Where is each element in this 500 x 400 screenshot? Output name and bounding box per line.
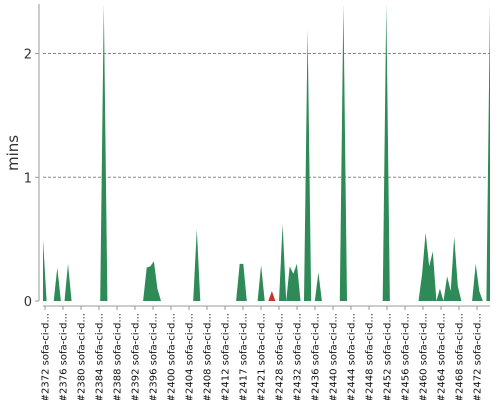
x-tick-label: #2432 sofa-ci-d... <box>293 313 304 400</box>
x-tick-label: #2417 sofa-ci-d... <box>239 313 250 400</box>
y-tick-label: 0 <box>24 295 32 310</box>
area-spike <box>64 263 72 301</box>
x-tick-label: #2448 sofa-ci-d... <box>365 313 376 400</box>
x-tick-label: #2400 sofa-ci-d... <box>167 313 178 400</box>
gridlines <box>43 53 490 178</box>
x-tick-label: #2380 sofa-ci-d... <box>77 313 88 400</box>
area-spike <box>418 232 437 301</box>
x-axis-ticks: #2372 sofa-ci-d... #2376 sofa-ci-d... #238… <box>41 306 484 400</box>
x-tick-label: #2440 sofa-ci-d... <box>329 313 340 400</box>
x-tick-label: #2412 sofa-ci-d... <box>221 313 232 400</box>
area-spike <box>486 4 490 301</box>
area-spike <box>257 265 265 301</box>
area-spike <box>339 4 347 301</box>
area-spike <box>279 224 287 301</box>
area-spike <box>472 263 483 301</box>
area-spike <box>236 263 247 301</box>
area-spike <box>43 239 47 301</box>
x-tick-label: #2472 sofa-ci-d... <box>473 313 484 400</box>
area-spike <box>382 4 390 301</box>
x-tick-label: #2436 sofa-ci-d... <box>311 313 322 400</box>
y-tick-label: 1 <box>24 171 32 186</box>
y-axis-ticks: 0 1 2 <box>24 48 39 310</box>
x-tick-label: #2444 sofa-ci-d... <box>347 313 358 400</box>
x-tick-label: #2460 sofa-ci-d... <box>419 313 430 400</box>
area-spike <box>143 261 161 301</box>
x-tick-label: #2376 sofa-ci-d... <box>59 313 70 400</box>
x-tick-label: #2468 sofa-ci-d... <box>455 313 466 400</box>
x-tick-label: #2421 sofa-ci-d... <box>257 313 268 400</box>
area-spike <box>193 229 201 301</box>
x-tick-label: #2388 sofa-ci-d... <box>113 313 124 400</box>
plot-area <box>43 4 490 302</box>
x-tick-label: #2464 sofa-ci-d... <box>437 313 448 400</box>
x-tick-label: #2428 sofa-ci-d... <box>275 313 286 400</box>
x-tick-label: #2456 sofa-ci-d... <box>401 313 412 400</box>
area-spike <box>443 236 462 301</box>
x-tick-label: #2408 sofa-ci-d... <box>203 313 214 400</box>
x-tick-label: #2452 sofa-ci-d... <box>383 313 394 400</box>
area-spike <box>314 272 322 301</box>
x-tick-label: #2392 sofa-ci-d... <box>131 313 142 400</box>
area-spike-highlight <box>268 291 276 301</box>
area-spike <box>100 4 108 301</box>
area-spike <box>286 263 301 301</box>
area-spike <box>304 28 312 302</box>
x-tick-label: #2396 sofa-ci-d... <box>149 313 160 400</box>
y-axis-title: mins <box>4 135 22 171</box>
area-spike <box>53 267 61 301</box>
area-spike <box>436 288 444 301</box>
y-tick-label: 2 <box>24 48 32 63</box>
x-tick-label: #2384 sofa-ci-d... <box>95 313 106 400</box>
x-tick-label: #2372 sofa-ci-d... <box>41 313 52 400</box>
x-tick-label: #2404 sofa-ci-d... <box>185 313 196 400</box>
